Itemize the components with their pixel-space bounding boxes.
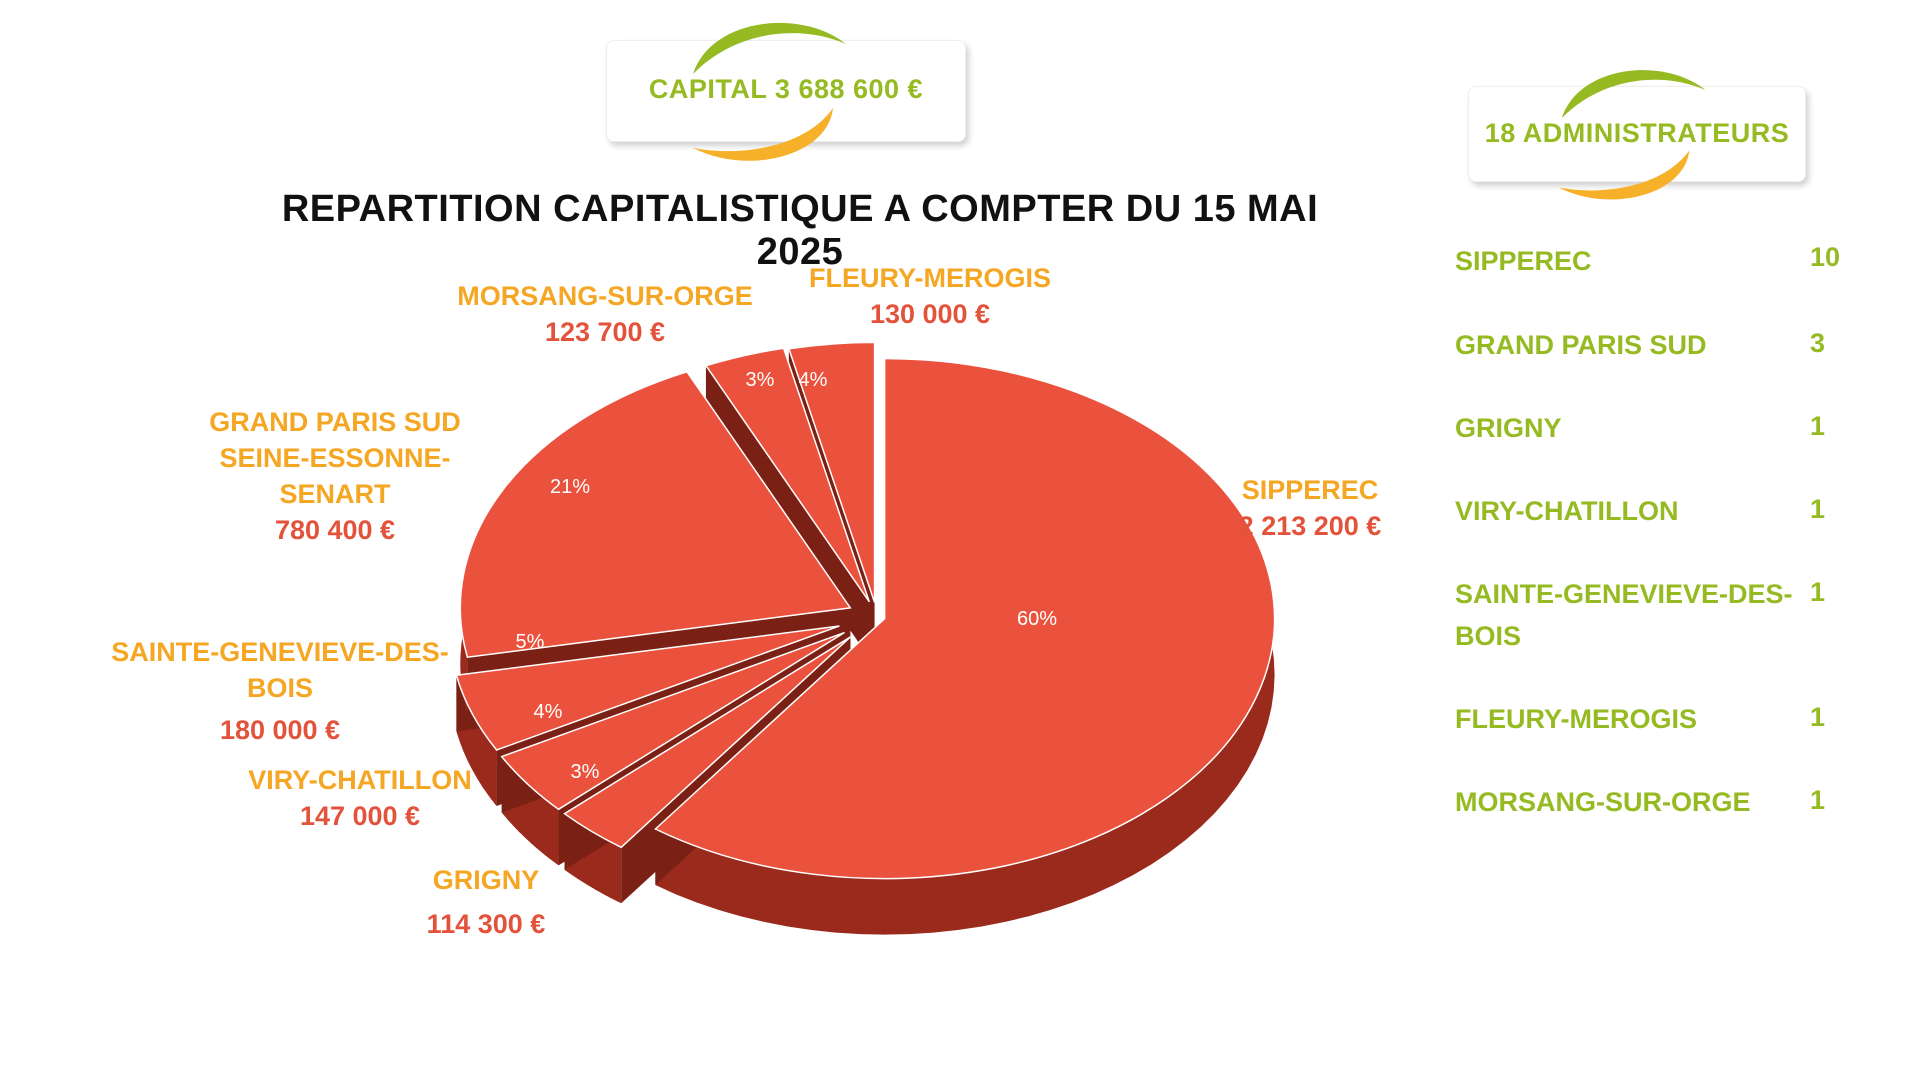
pie-slice-sipperec <box>654 357 1276 880</box>
pie-slice-grigny <box>563 636 851 849</box>
slice-label-name: BOIS <box>246 673 313 703</box>
chart-title: REPARTITION CAPITALISTIQUE A COMPTER DU … <box>281 188 1319 273</box>
slice-label-value: 180 000 € <box>219 715 341 745</box>
pie-percent-label: 3% <box>571 761 600 783</box>
orange-swoosh-icon <box>1558 150 1690 200</box>
pie-slice-grand-paris-sud-seine-essonne-senart <box>459 370 852 659</box>
pie-slice-morsang-sur-orge <box>704 347 871 603</box>
slice-label-name: SENART <box>279 479 391 509</box>
pie-percent-label: 60% <box>1017 608 1057 630</box>
slice-label-value: 114 300 € <box>426 909 546 939</box>
slice-label-fleury-merogis: FLEURY-MEROGIS 130 000 € <box>790 260 1070 332</box>
admin-count: 1 <box>1810 702 1826 732</box>
admin-count: 1 <box>1810 411 1826 441</box>
green-swoosh-icon <box>1561 70 1706 119</box>
green-swoosh-icon <box>693 22 846 74</box>
slice-label-grand-paris-sud: GRAND PARIS SUD SEINE-ESSONNE- SENART 78… <box>190 404 480 548</box>
administrateurs-text: 18 ADMINISTRATEURS <box>1484 118 1790 148</box>
pie-percent-label: 4% <box>534 701 563 723</box>
pie-slice-sainte-genevieve-des-bois <box>455 625 840 751</box>
admin-name: GRAND PARIS SUD <box>1455 324 1795 366</box>
admin-name-line: FLEURY-MEROGIS <box>1455 704 1698 734</box>
admin-name-line: BOIS <box>1455 621 1522 651</box>
admin-name-line: GRIGNY <box>1455 413 1562 443</box>
admin-name-line: MORSANG-SUR-ORGE <box>1455 787 1751 817</box>
slice-label-name: SIPPEREC <box>1241 475 1379 505</box>
admin-name-line: SAINTE-GENEVIEVE-DES- <box>1455 579 1793 609</box>
admin-name: FLEURY-MEROGIS <box>1455 698 1795 740</box>
slice-label-name: MORSANG-SUR-ORGE <box>457 281 753 311</box>
pie-percent-label: 5% <box>516 631 545 653</box>
slice-label-value: 130 000 € <box>869 299 991 329</box>
admin-name-line: SIPPEREC <box>1455 246 1592 276</box>
pie-percent-label: 21% <box>550 476 590 498</box>
pie-slice-viry-chatillon <box>500 631 845 811</box>
pie-percent-label: 4% <box>799 369 828 391</box>
slice-label-value: 2 213 200 € <box>1238 511 1382 541</box>
pie-slice-fleury-merogis <box>787 341 876 603</box>
admin-name-line: GRAND PARIS SUD <box>1455 330 1707 360</box>
slice-label-name: VIRY-CHATILLON <box>248 765 472 795</box>
slice-label-value: 123 700 € <box>544 317 666 347</box>
admin-name: GRIGNY <box>1455 407 1795 449</box>
slice-label-name: FLEURY-MEROGIS <box>808 263 1051 293</box>
slice-label-sipperec: SIPPEREC 2 213 200 € <box>1200 472 1420 544</box>
capital-text: CAPITAL 3 688 600 € <box>648 74 924 104</box>
pie-slice-side <box>655 358 1275 935</box>
orange-swoosh-icon <box>693 108 833 161</box>
slice-label-viry-chatillon: VIRY-CHATILLON 147 000 € <box>220 762 500 834</box>
slice-label-name: GRIGNY <box>432 865 540 895</box>
admin-name: SIPPEREC <box>1455 240 1795 282</box>
slice-label-morsang-sur-orge: MORSANG-SUR-ORGE 123 700 € <box>450 278 760 350</box>
admin-name: MORSANG-SUR-ORGE <box>1455 781 1795 823</box>
admin-count: 1 <box>1810 577 1826 607</box>
slice-label-sainte-genevieve: SAINTE-GENEVIEVE-DES- BOIS 180 000 € <box>100 634 460 748</box>
admin-count: 1 <box>1810 494 1826 524</box>
pie-percent-label: 3% <box>746 369 775 391</box>
admin-count: 10 <box>1810 242 1841 272</box>
capital-badge: CAPITAL 3 688 600 € <box>606 22 966 161</box>
slice-label-value: 147 000 € <box>299 801 421 831</box>
admin-name-line: VIRY-CHATILLON <box>1455 496 1679 526</box>
admin-count: 1 <box>1810 785 1826 815</box>
slice-label-grigny: GRIGNY 114 300 € <box>386 862 586 942</box>
admin-name: VIRY-CHATILLON <box>1455 490 1795 532</box>
admin-name: SAINTE-GENEVIEVE-DES- BOIS <box>1455 573 1795 657</box>
admin-count: 3 <box>1810 328 1826 358</box>
slice-label-name: SAINTE-GENEVIEVE-DES- <box>111 637 449 667</box>
slice-label-name: SEINE-ESSONNE- <box>219 443 451 473</box>
administrateurs-badge: 18 ADMINISTRATEURS <box>1468 70 1806 200</box>
slice-label-value: 780 400 € <box>274 515 396 545</box>
slice-label-name: GRAND PARIS SUD <box>209 407 461 437</box>
